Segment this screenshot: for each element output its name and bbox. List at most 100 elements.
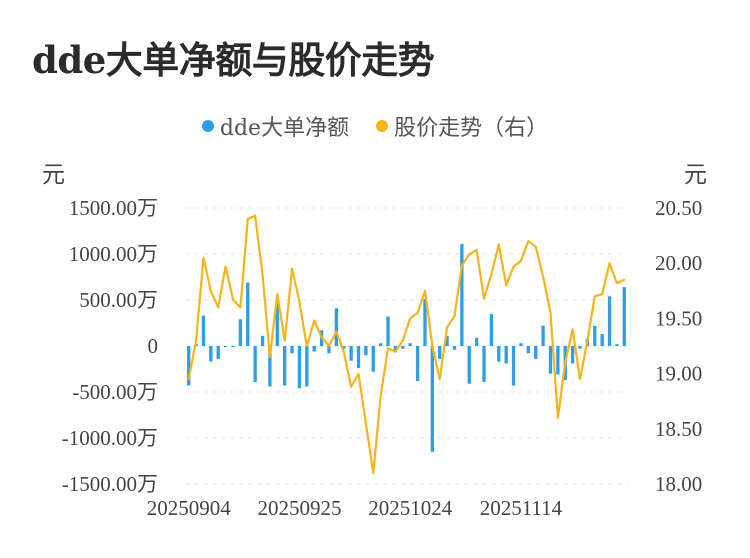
right-axis-ticks: 18.00 18.50 19.00 19.50 20.00 20.50 bbox=[655, 196, 702, 496]
point-price bbox=[556, 416, 559, 419]
point-price bbox=[505, 284, 508, 287]
bar-dde[interactable] bbox=[297, 346, 302, 389]
bar-dde[interactable] bbox=[268, 346, 272, 387]
bar-dde[interactable] bbox=[615, 344, 619, 346]
x-tick-label: 20250904 bbox=[147, 496, 232, 520]
point-price bbox=[579, 378, 581, 381]
bar-dde[interactable] bbox=[460, 243, 464, 346]
bar-dde[interactable] bbox=[622, 287, 626, 346]
bar-dde[interactable] bbox=[467, 346, 471, 384]
bar-dde[interactable] bbox=[489, 313, 494, 346]
bar-dde[interactable] bbox=[408, 343, 412, 346]
bar-dde[interactable] bbox=[312, 346, 316, 352]
legend-item-dde[interactable]: dde大单净额 bbox=[201, 110, 350, 142]
right-tick-label: 19.00 bbox=[655, 362, 702, 386]
point-price bbox=[320, 336, 323, 339]
point-price bbox=[291, 267, 293, 270]
bar-dde[interactable] bbox=[290, 346, 294, 354]
point-price bbox=[364, 422, 367, 425]
bar-dde[interactable] bbox=[327, 346, 331, 354]
bar-dde[interactable] bbox=[238, 319, 243, 346]
bar-dde[interactable] bbox=[519, 343, 523, 346]
point-price bbox=[195, 339, 197, 342]
bar-dde[interactable] bbox=[364, 346, 368, 356]
bar-dde[interactable] bbox=[356, 346, 361, 369]
point-price bbox=[601, 293, 604, 296]
point-price bbox=[431, 345, 434, 347]
point-price bbox=[497, 243, 500, 246]
bar-dde[interactable] bbox=[556, 346, 560, 375]
bar-dde[interactable] bbox=[260, 335, 265, 346]
left-tick-label: -1500.00万 bbox=[62, 472, 158, 496]
left-tick-label: 1000.00万 bbox=[69, 242, 158, 266]
bar-dde[interactable] bbox=[526, 346, 530, 354]
bar-dde[interactable] bbox=[482, 346, 486, 382]
bar-dde[interactable] bbox=[393, 346, 398, 353]
bar-dde[interactable] bbox=[216, 346, 220, 359]
bar-dde[interactable] bbox=[497, 346, 501, 362]
left-tick-label: -1000.00万 bbox=[62, 426, 158, 450]
point-price bbox=[254, 214, 257, 217]
bar-dde[interactable] bbox=[541, 325, 545, 346]
left-tick-label: -500.00万 bbox=[72, 380, 158, 404]
point-price bbox=[446, 326, 449, 329]
bar-dde[interactable] bbox=[438, 346, 442, 359]
bar-dde[interactable] bbox=[349, 346, 353, 361]
point-price bbox=[313, 319, 316, 322]
bar-dde[interactable] bbox=[600, 334, 604, 346]
bar-dde[interactable] bbox=[371, 346, 375, 372]
point-price bbox=[586, 339, 589, 342]
line-series-price bbox=[187, 214, 626, 475]
bar-dde[interactable] bbox=[283, 346, 287, 386]
point-price bbox=[224, 265, 227, 268]
point-price bbox=[335, 330, 338, 333]
bar-dde[interactable] bbox=[415, 346, 420, 381]
x-tick-label: 20250925 bbox=[257, 496, 341, 520]
legend-item-price[interactable]: 股价走势（右） bbox=[376, 110, 548, 142]
bar-dde[interactable] bbox=[570, 346, 575, 364]
bar-dde[interactable] bbox=[548, 346, 553, 374]
bar-dde[interactable] bbox=[187, 346, 191, 386]
bar-dde[interactable] bbox=[275, 302, 279, 346]
point-price bbox=[475, 249, 478, 251]
bar-dde[interactable] bbox=[445, 335, 449, 346]
bar-dde[interactable] bbox=[378, 343, 383, 346]
point-price bbox=[520, 260, 522, 262]
bar-series-dde bbox=[187, 243, 626, 452]
bar-dde[interactable] bbox=[593, 325, 597, 346]
bar-dde[interactable] bbox=[423, 299, 427, 346]
bar-dde[interactable] bbox=[504, 346, 508, 364]
bar-dde[interactable] bbox=[511, 346, 516, 386]
bar-dde[interactable] bbox=[305, 346, 309, 387]
bar-dde[interactable] bbox=[607, 296, 612, 346]
bar-dde[interactable] bbox=[386, 316, 390, 346]
point-price bbox=[372, 472, 375, 474]
bar-dde[interactable] bbox=[534, 346, 538, 359]
x-tick-label: 20251024 bbox=[368, 496, 453, 520]
legend-label-dde: dde大单净额 bbox=[219, 116, 350, 141]
point-price bbox=[305, 345, 308, 347]
bar-dde[interactable] bbox=[334, 308, 339, 346]
point-price bbox=[187, 378, 190, 381]
grid-lines bbox=[185, 207, 628, 485]
line-price[interactable] bbox=[187, 214, 625, 475]
bar-dde[interactable] bbox=[430, 346, 435, 452]
bar-dde[interactable] bbox=[474, 337, 479, 346]
left-axis-unit: 元 bbox=[42, 162, 65, 188]
bar-dde[interactable] bbox=[342, 346, 346, 349]
bar-dde[interactable] bbox=[246, 282, 250, 346]
bar-dde[interactable] bbox=[209, 346, 213, 362]
bar-dde[interactable] bbox=[231, 346, 235, 347]
bar-dde[interactable] bbox=[201, 315, 206, 346]
bar-dde[interactable] bbox=[401, 346, 405, 349]
bar-dde[interactable] bbox=[253, 346, 257, 382]
point-price bbox=[232, 298, 234, 301]
bar-dde[interactable] bbox=[578, 346, 582, 349]
point-price bbox=[387, 347, 389, 350]
bar-dde[interactable] bbox=[452, 346, 457, 350]
bar-dde[interactable] bbox=[223, 346, 228, 347]
point-price bbox=[350, 385, 353, 388]
point-price bbox=[623, 278, 626, 281]
point-price bbox=[549, 311, 552, 314]
